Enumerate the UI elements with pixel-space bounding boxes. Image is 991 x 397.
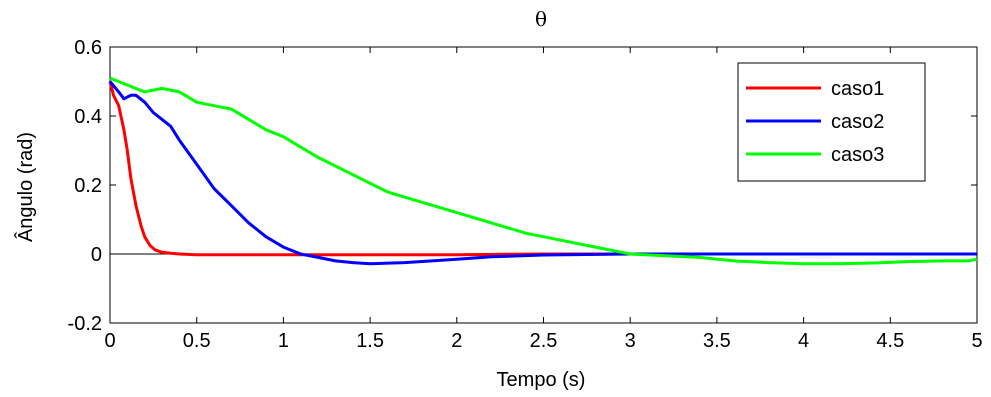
y-axis-label: Ângulo (rad)	[14, 132, 37, 242]
chart-title: θ	[535, 7, 547, 31]
series-line-caso3	[109, 76, 978, 266]
legend-label-caso3: caso3	[831, 144, 884, 166]
y-tick-label: 0.2	[74, 175, 102, 197]
y-tick-label: 0.4	[74, 106, 102, 128]
x-tick-label: 2.5	[530, 330, 558, 352]
legend-label-caso1: caso1	[831, 78, 884, 100]
x-tick-label: 0	[104, 330, 115, 352]
y-tick-label: 0	[91, 244, 102, 266]
x-tick-label: 0.5	[183, 330, 211, 352]
series-line-caso2	[108, 80, 977, 266]
legend-label-caso2: caso2	[831, 111, 884, 133]
x-tick-label: 1	[278, 330, 289, 352]
x-tick-label: 2	[451, 330, 462, 352]
x-tick-label: 4.5	[876, 330, 904, 352]
x-tick-label: 3	[625, 330, 636, 352]
x-tick-label: 1.5	[356, 330, 384, 352]
x-axis-label: Tempo (s)	[497, 369, 586, 391]
x-tick-label: 3.5	[703, 330, 731, 352]
y-tick-label: 0.6	[74, 37, 102, 59]
x-tick-label: 4	[798, 330, 809, 352]
y-tick-label: -0.2	[68, 313, 102, 335]
plot-area: 0 0.5 1 1.5 2 2.5 3 3.5 4 4.5 5-0.200.20.40.6	[68, 37, 983, 352]
legend: caso1 caso2 caso3	[737, 62, 926, 182]
x-tick-label: 5	[971, 330, 982, 352]
